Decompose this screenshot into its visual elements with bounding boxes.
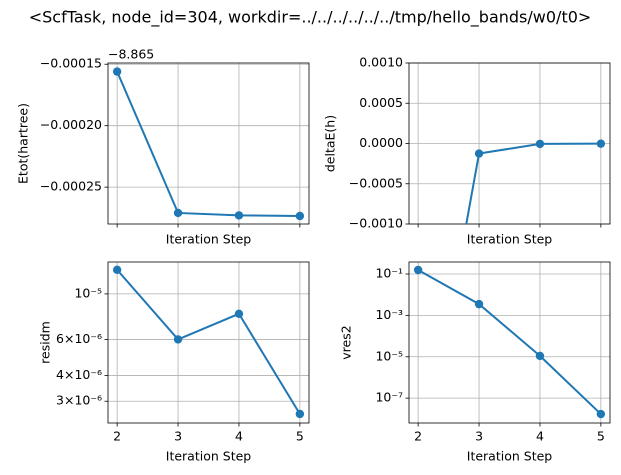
offset-label: −8.865 (108, 47, 154, 62)
y-axis-label: Etot(hartree) (16, 103, 31, 184)
data-point (535, 351, 545, 361)
data-line (417, 269, 602, 415)
data-point (474, 149, 484, 158)
y-tick-label: 0.0000 (359, 135, 403, 150)
data-line (116, 269, 301, 415)
plot-area (465, 139, 606, 224)
x-tick-label: 4 (235, 429, 243, 444)
x-axis-label: Iteration Step (467, 449, 553, 464)
data-point (596, 409, 606, 419)
data-line (465, 142, 601, 224)
y-tick-label: −0.0005 (349, 175, 403, 190)
data-point (474, 299, 484, 309)
axes-frame (107, 62, 310, 225)
axes-frame (408, 261, 611, 424)
data-point (112, 265, 122, 275)
y-tick-label: 10⁻¹ (375, 265, 403, 280)
data-point (535, 139, 545, 149)
y-tick-label: −0.00020 (40, 117, 102, 132)
data-point (413, 265, 423, 275)
y-tick-label: 6×10⁻⁶ (56, 331, 102, 346)
plot-area (413, 265, 606, 419)
data-point (234, 309, 244, 318)
data-point (295, 409, 305, 419)
x-tick-label: 5 (296, 429, 304, 444)
plot-area (112, 265, 305, 419)
y-axis-label: vres2 (339, 325, 354, 359)
y-tick-label: 10⁻⁷ (375, 390, 403, 405)
y-tick-label: −0.00025 (40, 179, 102, 194)
y-tick-label: 0.0010 (359, 55, 403, 70)
y-tick-label: 4×10⁻⁶ (56, 367, 102, 382)
y-tick-label: 10⁻⁵ (375, 348, 403, 363)
x-tick-label: 3 (475, 429, 483, 444)
data-point (173, 208, 183, 218)
x-tick-label: 5 (597, 429, 605, 444)
x-tick-label: 2 (414, 429, 422, 444)
y-tick-label: 0.0005 (359, 95, 403, 110)
x-axis-label: Iteration Step (467, 232, 553, 247)
y-tick-label: 10⁻³ (375, 307, 403, 322)
data-point (234, 211, 244, 220)
x-tick-label: 2 (113, 429, 121, 444)
y-axis-label: residm (38, 321, 53, 364)
x-tick-label: 4 (536, 429, 544, 444)
data-point (295, 211, 305, 221)
data-point (596, 139, 606, 148)
y-tick-label: 10⁻⁵ (74, 285, 102, 300)
plot-area (112, 67, 305, 221)
axes-frame (107, 261, 310, 424)
x-axis-label: Iteration Step (166, 449, 252, 464)
data-point (173, 335, 183, 344)
data-line (116, 71, 300, 218)
y-tick-label: 3×10⁻⁶ (56, 393, 102, 408)
x-axis-label: Iteration Step (166, 232, 252, 247)
figure-title: <ScfTask, node_id=304, workdir=../../../… (29, 8, 592, 28)
y-axis-label: deltaE(h) (323, 115, 338, 172)
y-tick-label: −0.00015 (40, 56, 102, 71)
y-tick-label: −0.0010 (349, 216, 403, 231)
x-tick-label: 3 (174, 429, 182, 444)
data-point (112, 67, 122, 76)
axes-frame (408, 62, 611, 225)
